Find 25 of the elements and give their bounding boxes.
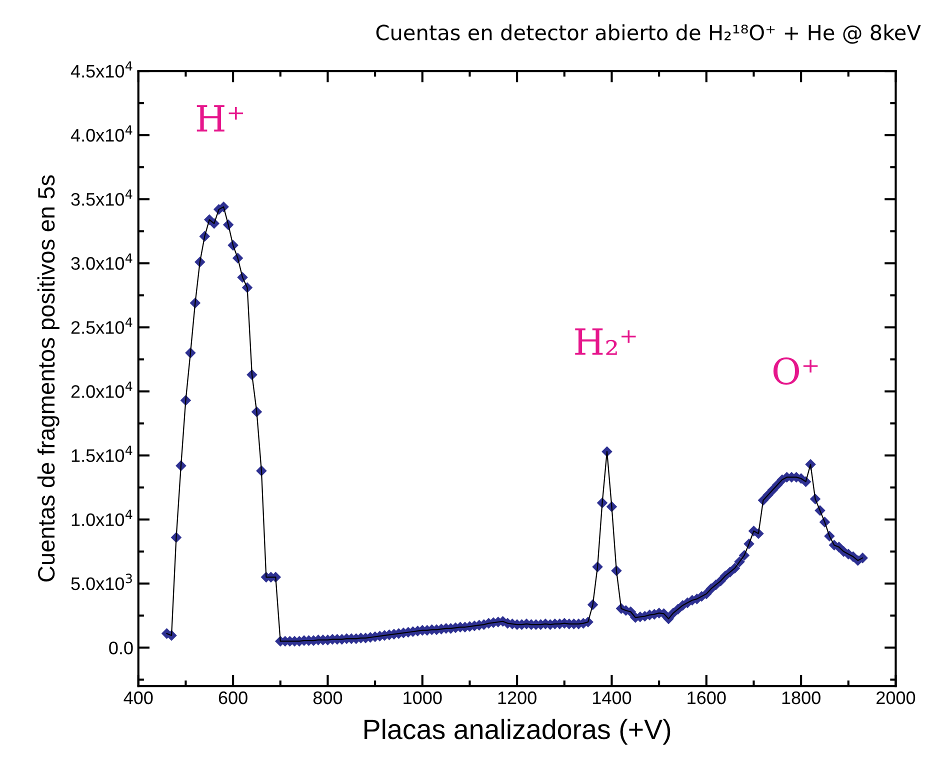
x-tick-label: 600 <box>218 691 248 704</box>
y-tick-label: 1.0x10$^{4}$ <box>72 510 132 526</box>
y-tick-label: 4.0x10$^{4}$ <box>70 125 132 142</box>
y-tick-label: 3.0x10$^{4}$ <box>71 254 132 270</box>
chart-title: Cuentas en detector abierto de H₂¹⁸O⁺ + He @ 8keV <box>376 24 921 44</box>
annotation: O⁺ <box>773 357 818 385</box>
annotation: H₂⁺ <box>575 328 636 355</box>
y-tick-label: 3.5x10$^{4}$ <box>71 189 132 206</box>
y-tick-label: 0.0 <box>109 642 133 654</box>
y-tick-label: 4.5x10$^{4}$ <box>70 61 132 78</box>
x-tick-label: 1000 <box>404 691 442 704</box>
y-tick-label: 5.0x10$^{3}$ <box>71 574 132 590</box>
x-tick-label: 1600 <box>688 691 726 704</box>
y-axis-title: Cuentas de fragmentos positivos en 5s <box>37 175 60 582</box>
annotation: H⁺ <box>196 105 244 132</box>
x-tick-label: 1400 <box>593 691 632 704</box>
y-tick-label: 2.0x10$^{4}$ <box>71 382 132 398</box>
x-tick-label: 800 <box>313 691 342 704</box>
y-tick-label: 2.5x10$^{4}$ <box>71 318 132 334</box>
x-tick-label: 1800 <box>782 691 820 704</box>
x-tick-label: 400 <box>124 691 153 704</box>
y-tick-label: 1.5x10$^{4}$ <box>72 446 132 462</box>
x-tick-label: 1200 <box>498 691 536 704</box>
x-tick-label: 2000 <box>876 691 916 704</box>
x-axis-title: Placas analizadoras (+V) <box>364 718 670 745</box>
